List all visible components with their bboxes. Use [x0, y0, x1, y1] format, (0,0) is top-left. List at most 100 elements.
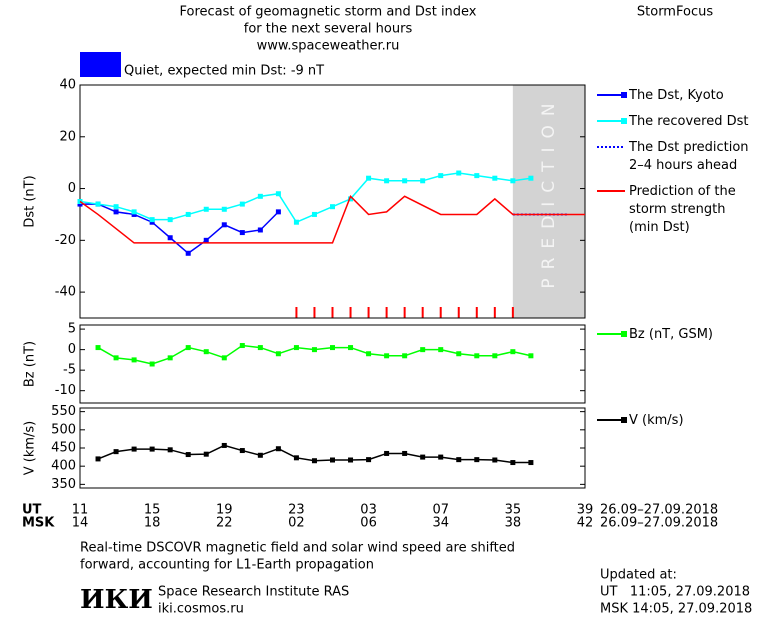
marker: [510, 460, 516, 466]
x-tick-label: 22: [216, 516, 233, 531]
marker: [239, 230, 245, 236]
marker: [221, 222, 227, 228]
marker: [330, 204, 335, 210]
x-tick-label: 39: [577, 503, 594, 518]
legend-marker: [621, 118, 627, 124]
axis-row-label: UT: [22, 503, 42, 518]
marker: [257, 193, 263, 199]
marker: [311, 347, 317, 353]
marker: [330, 345, 335, 351]
site: iki.cosmos.ru: [158, 602, 244, 617]
y-tick-label: 40: [59, 78, 76, 93]
marker: [257, 452, 263, 458]
x-tick-label: 19: [216, 503, 233, 518]
marker: [402, 353, 408, 359]
marker: [221, 355, 227, 361]
legend-marker: [621, 331, 627, 337]
marker: [528, 353, 534, 359]
y-tick-label: 550: [51, 404, 76, 419]
marker: [456, 457, 462, 463]
y-axis-label: Bz (nT): [23, 341, 38, 387]
marker: [456, 170, 462, 176]
x-tick-label: 18: [144, 516, 161, 531]
marker: [113, 355, 119, 361]
marker: [185, 250, 191, 256]
y-tick-label: 20: [59, 129, 76, 144]
y-axis-label: V (km/s): [23, 421, 38, 476]
legend-label: Prediction of the storm strength (min Dst): [629, 184, 736, 235]
marker: [239, 448, 245, 454]
legend-label: Bz (nT, GSM): [629, 327, 713, 342]
legend-label: The Dst, Kyoto: [628, 88, 724, 103]
x-tick-label: 34: [432, 516, 449, 531]
legend-label: The Dst prediction 2–4 hours ahead: [628, 140, 749, 173]
marker: [474, 457, 480, 463]
marker: [131, 211, 137, 217]
note: forward, accounting for L1-Earth propaga…: [80, 558, 374, 573]
plot-frame: [79, 324, 586, 404]
marker: [149, 217, 155, 223]
plot-frame: [79, 84, 586, 319]
y-tick-label: 350: [51, 477, 76, 492]
marker: [95, 201, 101, 207]
x-tick-label: 11: [72, 503, 89, 518]
marker: [167, 447, 173, 453]
marker: [95, 345, 101, 351]
marker: [257, 227, 263, 233]
marker: [384, 450, 390, 456]
marker: [239, 343, 245, 349]
marker: [474, 353, 480, 359]
marker: [402, 178, 408, 184]
updated: Updated at:: [600, 568, 677, 583]
x-tick-label: 38: [505, 516, 522, 531]
date-range: 26.09–27.09.2018: [600, 516, 718, 531]
marker: [149, 219, 155, 225]
y-tick-label: 0: [68, 181, 76, 196]
marker: [384, 353, 390, 359]
marker: [492, 175, 498, 181]
marker: [275, 191, 281, 197]
marker: [402, 450, 408, 456]
marker: [257, 345, 263, 351]
x-tick-label: 06: [360, 516, 377, 531]
marker: [293, 345, 299, 351]
marker: [348, 196, 354, 202]
marker: [456, 351, 462, 357]
marker: [366, 175, 372, 181]
marker: [131, 209, 137, 215]
marker: [438, 454, 444, 460]
marker: [113, 204, 119, 210]
prediction-label: PREDICTION: [539, 94, 559, 288]
status-text: Quiet, expected min Dst: -9 nT: [124, 64, 324, 79]
marker: [384, 178, 390, 184]
marker: [185, 345, 191, 351]
marker: [275, 351, 281, 357]
marker: [311, 458, 317, 464]
marker: [420, 178, 426, 184]
marker: [420, 347, 426, 353]
legend-label: The recovered Dst: [628, 114, 748, 129]
marker: [293, 219, 299, 225]
marker: [311, 211, 317, 217]
plot-frame: [79, 407, 586, 489]
marker: [510, 178, 516, 184]
institute: Space Research Institute RAS: [158, 585, 349, 600]
marker: [113, 209, 119, 215]
y-tick-label: -20: [55, 233, 76, 248]
status-box: [80, 52, 121, 77]
marker: [149, 446, 155, 452]
marker: [131, 357, 137, 363]
y-tick-label: 500: [51, 422, 76, 437]
series-line: [79, 172, 531, 224]
date-range: 26.09–27.09.2018: [600, 503, 718, 518]
x-tick-label: 02: [288, 516, 305, 531]
y-tick-label: 450: [51, 441, 76, 456]
marker: [492, 353, 498, 359]
y-tick-label: 5: [68, 322, 76, 337]
title: Forecast of geomagnetic storm and Dst in…: [179, 5, 476, 20]
series-line: [80, 203, 279, 255]
marker: [474, 173, 480, 179]
y-tick-label: -5: [63, 363, 76, 378]
marker: [348, 345, 354, 351]
